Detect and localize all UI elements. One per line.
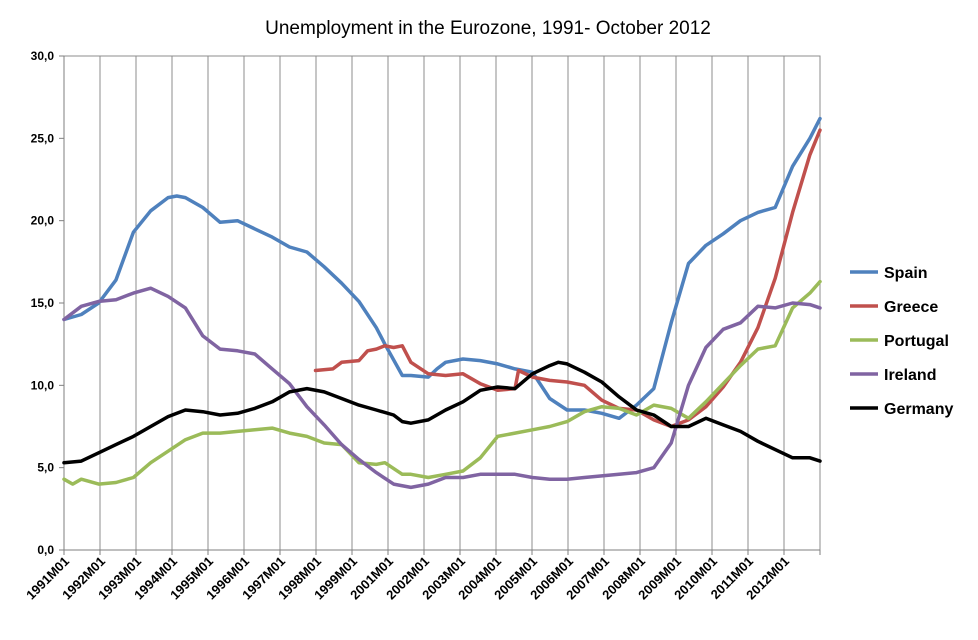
legend-label-spain: Spain [884,265,928,282]
axes [59,55,821,555]
series-line-germany [62,360,822,465]
y-tick-label: 25,0 [31,131,55,145]
y-tick-label: 10,0 [31,378,55,392]
legend-label-greece: Greece [884,299,938,316]
y-tick-label: 5,0 [37,461,54,475]
legend-label-portugal: Portugal [884,333,949,350]
chart-title: Unemployment in the Eurozone, 1991- Octo… [265,18,711,39]
y-tick-label: 15,0 [31,296,55,310]
series-line-ireland [62,286,822,490]
series-line-portugal [62,279,822,486]
legend-label-ireland: Ireland [884,367,936,384]
y-tick-label: 20,0 [31,214,55,228]
y-tick-label: 0,0 [37,543,54,557]
legend-label-germany: Germany [884,401,953,418]
legend: Spain Greece Portugal Ireland Germany [850,265,953,418]
y-axis-tick-labels: 0,0 5,0 10,0 15,0 20,0 25,0 30,0 [31,49,55,557]
y-tick-label: 30,0 [31,49,55,63]
series-lines [62,116,822,490]
